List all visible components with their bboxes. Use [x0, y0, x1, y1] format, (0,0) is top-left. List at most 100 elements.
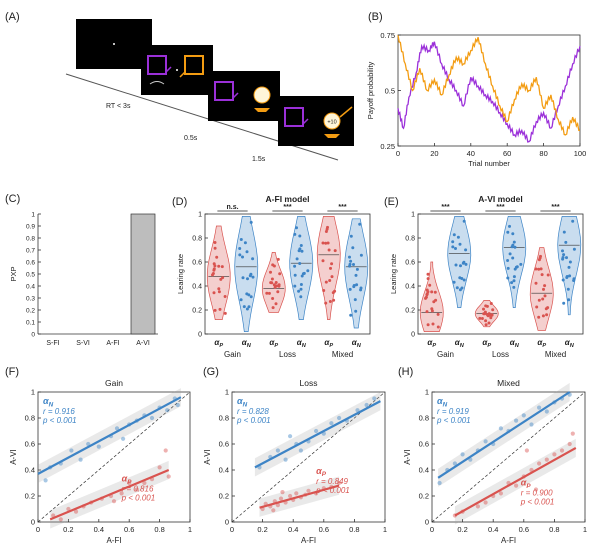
data-point-e — [561, 278, 565, 282]
y-axis-label-f: A-VI — [9, 449, 18, 465]
violin-e-2 — [447, 216, 472, 308]
data-point-d — [330, 275, 334, 279]
data-point-d — [251, 257, 255, 261]
y-tick-label-d: 0.6 — [192, 260, 202, 267]
data-point-d — [354, 309, 358, 313]
scatter-point-f — [157, 465, 162, 470]
data-point-d — [241, 255, 244, 259]
data-point-e — [455, 286, 459, 290]
timing-label-outcome: 1.5s — [252, 156, 266, 163]
data-point-d — [333, 289, 337, 293]
panel-letter-f: (F) — [5, 366, 19, 378]
x-tick-label-c: A-FI — [106, 340, 119, 347]
data-point-d — [245, 292, 249, 296]
stat-p-g: p < 0.001 — [236, 416, 271, 425]
panel-letter-g: (G) — [203, 366, 219, 378]
data-point-d — [349, 234, 353, 238]
x-tick-label-b: 0 — [396, 149, 400, 158]
y-tick-label-d: 0.8 — [192, 236, 202, 243]
data-point-e — [426, 323, 430, 327]
panel-letter-a: (A) — [5, 11, 20, 23]
data-point-e — [461, 261, 465, 265]
data-point-e — [565, 276, 569, 279]
scatter-point-g — [329, 421, 334, 426]
data-point-e — [464, 262, 468, 266]
x-tick-label-g: 0.6 — [319, 525, 329, 534]
y-tick-label-c: 0.5 — [26, 272, 35, 279]
x-tick-label-b: 20 — [430, 149, 438, 158]
series-label-alpha-n: αN — [437, 396, 448, 408]
data-point-d — [249, 220, 253, 224]
data-point-d — [298, 234, 302, 238]
data-point-d — [324, 241, 328, 245]
data-point-d — [295, 226, 298, 230]
data-point-d — [351, 246, 355, 250]
x-tick-label-b: 60 — [503, 149, 511, 158]
scatter-point-h — [498, 426, 503, 431]
param-label-d: αP — [269, 338, 278, 349]
data-point-e — [546, 306, 550, 310]
scatter-point-g — [294, 491, 299, 496]
stat-p-f: p < 0.001 — [121, 494, 156, 503]
data-point-e — [462, 278, 466, 282]
scatter-point-g — [278, 496, 284, 501]
x-tick-label-b: 100 — [574, 149, 587, 158]
scatter-point-g — [275, 448, 280, 453]
data-point-d — [299, 283, 303, 286]
data-point-d — [349, 259, 353, 263]
data-point-d — [265, 291, 269, 295]
scatter-point-f — [121, 436, 126, 441]
data-point-d — [213, 264, 217, 268]
data-point-d — [247, 305, 251, 309]
data-point-d — [271, 297, 275, 300]
param-label-d: αN — [352, 338, 362, 349]
data-point-e — [462, 219, 466, 223]
data-point-d — [359, 253, 363, 257]
data-point-e — [537, 258, 541, 262]
group-label-d: Gain — [224, 350, 241, 359]
data-point-e — [426, 272, 430, 276]
scatter-point-f — [127, 480, 132, 486]
scatter-point-h — [567, 441, 572, 447]
payoff-line-1 — [397, 41, 581, 143]
data-point-e — [564, 240, 568, 244]
data-point-d — [269, 270, 272, 274]
param-label-e: αN — [565, 338, 575, 349]
data-point-e — [540, 273, 544, 277]
data-point-d — [238, 253, 242, 257]
sig-label-d: *** — [283, 204, 291, 211]
chart-title-h: Mixed — [497, 378, 520, 388]
data-point-d — [327, 248, 331, 252]
sig-label-e: *** — [551, 204, 559, 211]
fixation-dot-icon — [176, 69, 178, 71]
scatter-point-g — [288, 434, 293, 439]
y-tick-label-f: 0.2 — [25, 492, 35, 501]
x-tick-label-h: 0 — [430, 525, 434, 534]
scatter-point-g — [337, 415, 342, 421]
scatter-point-h — [552, 452, 557, 457]
data-point-d — [293, 284, 297, 288]
data-point-d — [299, 244, 303, 247]
data-point-e — [539, 267, 543, 271]
x-tick-label-h: 0.4 — [488, 525, 498, 534]
scatter-point-f — [175, 402, 180, 408]
stat-r-g: r = 0.849 — [316, 477, 348, 486]
panel-letter-e: (E) — [384, 196, 399, 208]
y-tick-label-d: 0 — [198, 332, 202, 339]
data-point-d — [217, 287, 221, 291]
data-point-e — [572, 247, 576, 251]
data-point-e — [566, 287, 570, 291]
param-label-e: αP — [427, 338, 436, 349]
data-point-e — [568, 260, 572, 264]
chart-title-f: Gain — [105, 378, 123, 388]
scatter-point-h — [521, 413, 526, 418]
data-point-d — [248, 274, 252, 278]
data-point-d — [326, 225, 329, 229]
data-point-d — [348, 264, 352, 268]
scatter-point-h — [537, 405, 542, 410]
y-axis-label-e: Learing rate — [389, 254, 398, 294]
data-point-d — [249, 295, 253, 299]
y-tick-label-g: 0.8 — [219, 414, 229, 423]
data-point-d — [326, 241, 330, 245]
y-tick-label-e: 1 — [411, 212, 415, 219]
